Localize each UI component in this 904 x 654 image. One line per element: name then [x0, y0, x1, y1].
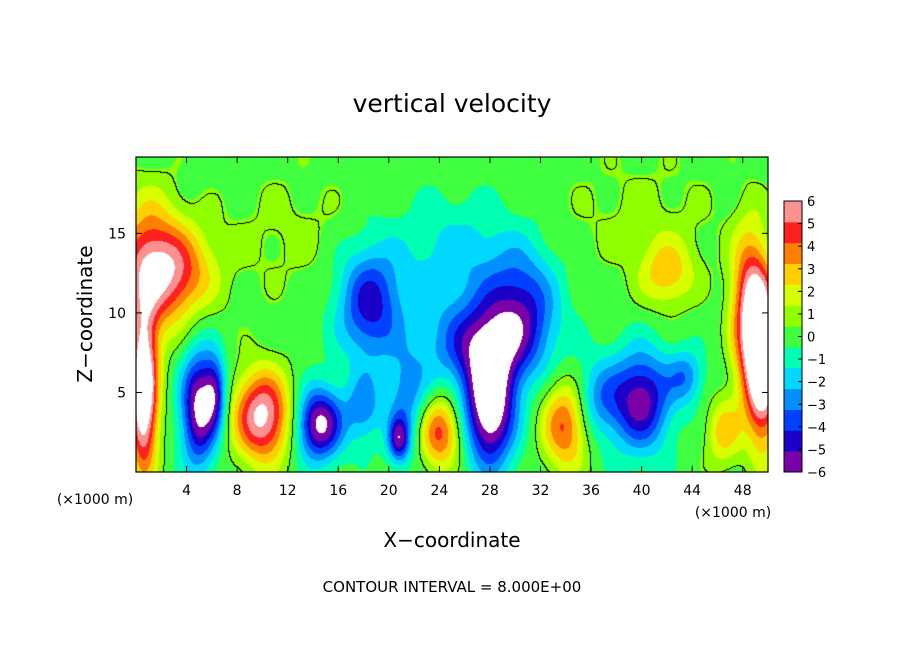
x-tick-label: 44: [683, 483, 701, 499]
colorbar-label: −2: [807, 376, 826, 391]
x-tick-label: 16: [329, 483, 347, 499]
colorbar-swatch: [784, 263, 802, 285]
x-unit-right: (×1000 m): [695, 505, 771, 521]
plot-frame: [135, 156, 769, 473]
x-tick-label: 8: [233, 483, 242, 499]
colorbar: 6 5 4 3 2 1 0 −1 −2 −3 −4 −5 −6: [783, 195, 826, 481]
colorbar-label: −4: [807, 421, 826, 436]
x-tick-label: 40: [633, 483, 651, 499]
colorbar-swatch: [784, 430, 802, 452]
colorbar-label: −6: [807, 466, 826, 481]
colorbar-label: 2: [807, 285, 815, 300]
x-tick-label: 4: [182, 483, 191, 499]
y-tick-label: 5: [117, 385, 126, 401]
y-tick-label: 10: [108, 306, 126, 322]
y-axis-label: Z−coordinate: [73, 245, 97, 382]
x-axis: 4 8 12 16 20 24 28 32 36 40 44 48: [182, 157, 752, 499]
colorbar-swatch: [784, 221, 802, 244]
colorbar-label: 0: [807, 331, 815, 346]
y-tick-label: 15: [108, 226, 126, 242]
colorbar-label: 5: [807, 218, 815, 233]
colorbar-label: −5: [807, 443, 826, 458]
colorbar-label: 3: [807, 263, 815, 278]
colorbar-label: 1: [807, 308, 815, 323]
x-tick-label: 36: [582, 483, 600, 499]
x-tick-label: 48: [734, 483, 752, 499]
x-tick-label: 28: [481, 483, 499, 499]
contour-interval-note: CONTOUR INTERVAL = 8.000E+00: [323, 578, 582, 596]
colorbar-swatch: [784, 284, 802, 306]
x-tick-label: 20: [380, 483, 398, 499]
y-axis: 5 10 15: [108, 226, 768, 401]
colorbar-swatch: [784, 409, 802, 431]
colorbar-label: −3: [807, 398, 826, 413]
colorbar-label: 6: [807, 195, 815, 210]
colorbar-swatch: [784, 242, 802, 265]
colorbar-swatch: [784, 367, 802, 390]
colorbar-label: 4: [807, 240, 815, 255]
chart-title: vertical velocity: [353, 89, 552, 118]
colorbar-swatch: [784, 326, 802, 348]
colorbar-swatch: [784, 451, 802, 473]
colorbar-swatch: [784, 346, 802, 369]
colorbar-swatch: [784, 305, 802, 327]
colorbar-swatch: [784, 388, 802, 410]
x-axis-label: X−coordinate: [383, 528, 520, 552]
heatmap-field: [136, 157, 768, 472]
x-tick-label: 24: [430, 483, 448, 499]
colorbar-label: −1: [807, 353, 826, 368]
x-tick-label: 32: [532, 483, 550, 499]
x-tick-label: 12: [279, 483, 297, 499]
x-unit-left: (×1000 m): [57, 492, 133, 508]
colorbar-swatch: [784, 201, 802, 223]
